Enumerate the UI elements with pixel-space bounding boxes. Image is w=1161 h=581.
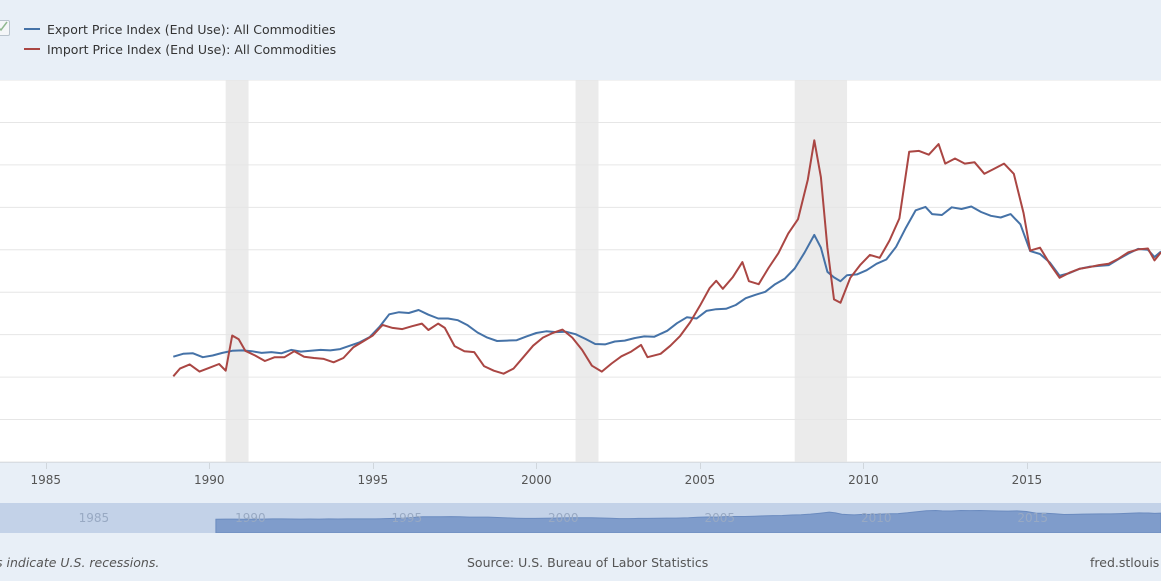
navigator-tick-label: 2005 [704, 511, 736, 525]
navigator-tick-label: 1995 [391, 511, 423, 525]
checkbox-checked-icon[interactable] [0, 20, 10, 36]
plot-area[interactable] [0, 79, 1161, 463]
source-credit: Source: U.S. Bureau of Labor Statistics [467, 555, 709, 570]
x-tick-label: 2010 [848, 473, 879, 487]
x-tick-mark [45, 463, 47, 469]
x-tick-label: 2015 [1011, 473, 1043, 487]
x-tick-label: 1990 [194, 473, 225, 487]
navigator-tick-label: 1990 [235, 511, 266, 525]
legend-panel: Export Price Index (End Use): All Commod… [0, 0, 1161, 80]
x-axis: 1985 1990 1995 2000 2005 2010 2015 [0, 462, 1161, 503]
recession-band [225, 80, 249, 462]
legend-label-export: Export Price Index (End Use): All Commod… [47, 21, 336, 37]
series-line-export [173, 205, 1161, 359]
x-tick-mark [863, 463, 865, 469]
x-tick-label: 2005 [684, 473, 716, 487]
x-tick-mark [372, 463, 374, 469]
x-tick-label: 1995 [357, 473, 389, 487]
x-tick-mark [209, 463, 211, 469]
legend-swatch-import [24, 48, 40, 50]
navigator-tick-label: 2000 [548, 511, 579, 525]
chart-footer: s indicate U.S. recessions. Source: U.S.… [0, 533, 1161, 581]
series-line-import [172, 139, 1161, 377]
recession-note: s indicate U.S. recessions. [0, 555, 160, 570]
line-chart [0, 79, 1161, 463]
x-tick-mark [536, 463, 538, 469]
range-navigator[interactable]: 1985 1990 1995 2000 2005 2010 2015 [0, 503, 1161, 533]
navigator-tick-label: 2015 [1017, 511, 1048, 525]
x-tick-label: 2000 [521, 473, 552, 487]
recession-band [575, 80, 599, 462]
legend-item-import[interactable]: Import Price Index (End Use): All Commod… [24, 40, 336, 58]
navigator-series [215, 509, 1161, 533]
legend-swatch-export [24, 28, 40, 30]
legend-label-import: Import Price Index (End Use): All Commod… [47, 41, 337, 57]
x-tick-mark [1026, 463, 1028, 469]
navigator-tick-label: 1985 [78, 511, 110, 525]
legend-item-export[interactable]: Export Price Index (End Use): All Commod… [24, 20, 336, 38]
x-tick-label: 1985 [30, 473, 62, 487]
site-link[interactable]: fred.stlouis [1090, 555, 1160, 570]
x-tick-mark [699, 463, 701, 469]
navigator-tick-label: 2010 [860, 511, 892, 525]
navigator-area [215, 509, 1161, 533]
recession-band [794, 80, 848, 462]
